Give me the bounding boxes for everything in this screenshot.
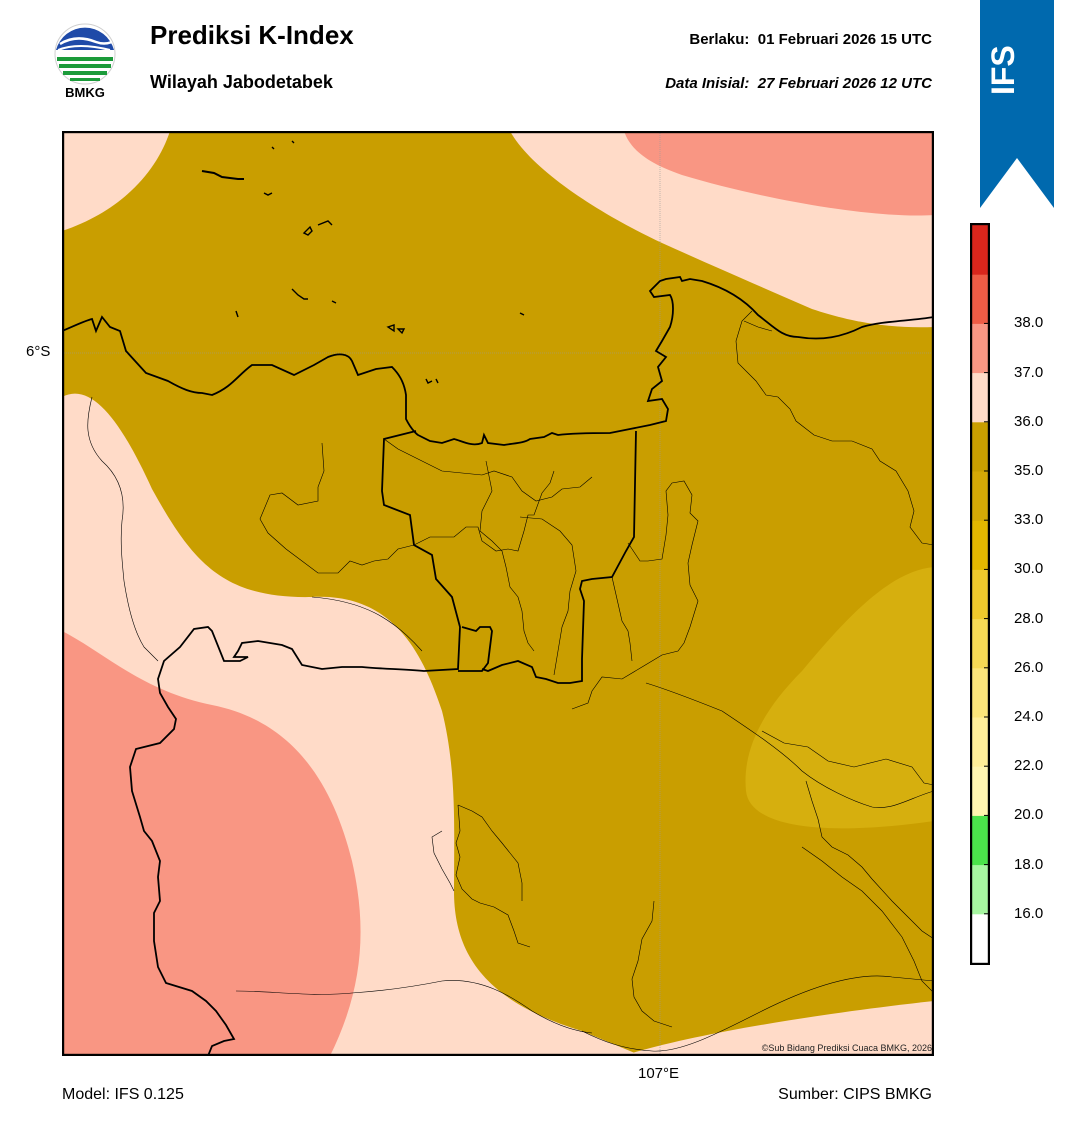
valid-time-line: Berlaku: 01 Februari 2026 15 UTC xyxy=(689,31,932,48)
colorbar-tick-label: 16.0 xyxy=(1014,904,1044,922)
island xyxy=(271,140,295,150)
coastline xyxy=(62,276,934,446)
colorbar-frame xyxy=(970,223,990,965)
colorbar-band xyxy=(970,864,990,915)
island xyxy=(425,378,439,384)
island xyxy=(519,312,525,316)
province-border xyxy=(129,430,461,1056)
regency-border xyxy=(645,682,934,809)
field-30-33-right xyxy=(745,567,934,829)
regency-border xyxy=(631,900,673,1028)
regency-border xyxy=(455,804,531,948)
colorbar-tick-label: 38.0 xyxy=(1014,314,1044,332)
colorbar-tick-label: 26.0 xyxy=(1014,658,1044,676)
colorbar-tick-label: 22.0 xyxy=(1014,757,1044,775)
regency-border xyxy=(87,396,159,662)
colorbar-band xyxy=(970,372,990,423)
colorbar-tick-label: 30.0 xyxy=(1014,560,1044,578)
valid-label: Berlaku: xyxy=(689,31,750,48)
source-label: Sumber: CIPS BMKG xyxy=(778,1086,932,1103)
regency-border xyxy=(479,460,535,652)
field-36-37-top-right xyxy=(624,131,934,216)
bmkg-logo-icon xyxy=(54,23,116,85)
colorbar-tick-label: 20.0 xyxy=(1014,806,1044,824)
island xyxy=(235,310,239,318)
field-35-36-top-left xyxy=(62,131,170,231)
regency-border xyxy=(431,830,455,892)
island xyxy=(201,170,244,180)
map-frame xyxy=(62,131,934,1056)
colorbar-band xyxy=(970,274,990,324)
colorbar-tick-label: 36.0 xyxy=(1014,412,1044,430)
longitude-label: 107°E xyxy=(638,1065,680,1082)
colorbar-tick-label: 18.0 xyxy=(1014,855,1044,873)
regency-border xyxy=(383,438,593,502)
island xyxy=(331,300,337,304)
valid-time: 01 Februari 2026 15 UTC xyxy=(757,31,932,48)
regency-border xyxy=(805,780,934,940)
field-35-36-bottom-right xyxy=(622,1001,934,1056)
page-title: Prediksi K-Index xyxy=(150,20,354,50)
regency-border xyxy=(743,320,773,332)
regency-border xyxy=(259,442,415,574)
regency-border xyxy=(801,846,934,994)
regency-border xyxy=(519,516,577,676)
regency-border xyxy=(735,310,934,546)
init-time-line: Data Inisial: 27 Februari 2026 12 UTC xyxy=(665,75,932,92)
colorbar-tick-label: 28.0 xyxy=(1014,609,1044,627)
regency-border xyxy=(611,576,633,662)
colorbar-band xyxy=(970,667,990,718)
regency-border xyxy=(457,804,523,901)
colorbar-band xyxy=(970,225,990,275)
regency-border xyxy=(235,980,593,1034)
island xyxy=(302,225,313,236)
colorbar-band xyxy=(970,520,990,570)
init-time: 27 Februari 2026 12 UTC xyxy=(757,75,932,92)
colorbar-band xyxy=(970,471,990,521)
copyright-note: ©Sub Bidang Prediksi Cuaca BMKG, 2026 xyxy=(761,1043,932,1053)
latitude-label: 6°S xyxy=(26,343,51,360)
logo-label: BMKG xyxy=(65,85,105,100)
ifs-badge-text: IFS xyxy=(985,45,1021,95)
island xyxy=(291,288,308,300)
colorbar-band xyxy=(970,766,990,816)
k-index-colorbar xyxy=(970,223,990,965)
colorbar-tick-label: 37.0 xyxy=(1014,363,1044,381)
regency-border xyxy=(311,596,423,652)
colorbar-band xyxy=(970,717,990,767)
page-subtitle: Wilayah Jabodetabek xyxy=(150,72,333,92)
regency-border xyxy=(581,975,934,1052)
regency-border xyxy=(571,480,699,710)
colorbar-band xyxy=(970,421,990,472)
colorbar-band xyxy=(970,569,990,620)
colorbar-band xyxy=(970,323,990,374)
island xyxy=(386,324,406,335)
colorbar-tick-label: 35.0 xyxy=(1014,462,1044,479)
model-label: Model: IFS 0.125 xyxy=(62,1086,184,1103)
init-label: Data Inisial: xyxy=(665,75,750,92)
colorbar-band xyxy=(970,913,990,964)
island xyxy=(263,192,273,196)
field-36-37-bottom-left xyxy=(62,631,361,1056)
island xyxy=(317,220,333,226)
colorbar-band xyxy=(970,815,990,866)
colorbar-tick-label: 33.0 xyxy=(1014,511,1044,529)
regency-border xyxy=(761,730,934,786)
colorbar-tick-label: 24.0 xyxy=(1014,708,1044,725)
ifs-ribbon-badge xyxy=(980,0,1054,208)
colorbar-band xyxy=(970,618,990,669)
k-index-map xyxy=(62,131,934,1056)
